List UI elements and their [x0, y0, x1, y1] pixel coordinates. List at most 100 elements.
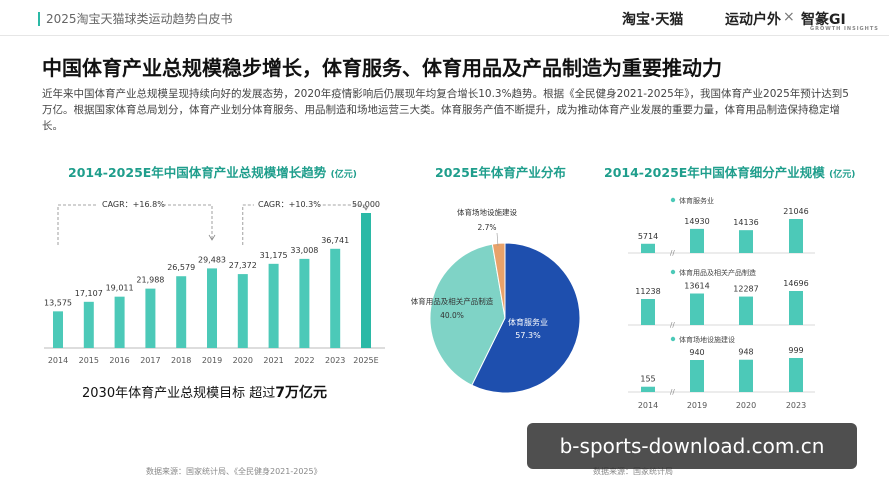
- segment-value-label: 14930: [684, 217, 709, 226]
- segment-tick-label: 2014: [638, 401, 658, 410]
- pie-slice: [471, 242, 581, 394]
- segment-bar: [739, 296, 753, 325]
- segment-tick-label: 2023: [786, 401, 806, 410]
- trend-bar: [145, 288, 156, 348]
- trend-chart-unit: (亿元): [330, 170, 357, 180]
- trend-value-label: 27,372: [229, 261, 257, 270]
- segment-value-label: 11238: [635, 287, 660, 296]
- segment-bar: [690, 360, 704, 392]
- segment-legend-label: 体育场地设施建设: [679, 335, 735, 344]
- trend-tick-label: 2022: [294, 356, 314, 365]
- accent-bar: [38, 12, 40, 26]
- trend-tick-label: 2017: [140, 356, 160, 365]
- pie-slice: [429, 243, 506, 386]
- segment-chart-unit: (亿元): [829, 170, 856, 180]
- segment-bar: [789, 291, 803, 325]
- segment-tick-label: 2019: [687, 401, 707, 410]
- segment-bar: [641, 386, 655, 392]
- trend-tick-label: 2014: [48, 356, 68, 365]
- trend-bar: [299, 258, 310, 348]
- pie-slice: [491, 242, 506, 319]
- trend-value-label: 36,741: [321, 236, 349, 245]
- source-left: 数据来源：国家统计局、《全民健身2021-2025》: [146, 467, 322, 476]
- trend-bar: [53, 311, 63, 348]
- taobao-tmall-logo: 淘宝·天猫: [622, 12, 684, 28]
- trend-tick-label: 2021: [263, 356, 283, 365]
- pie-label-service: 体育服务业: [508, 317, 548, 327]
- target-prefix: 2030年体育产业总规模目标 超过: [82, 386, 276, 401]
- intro-paragraph: 近年来中国体育产业总规模呈现持续向好的发展态势，2020年疫情影响后仍展现年均复…: [42, 88, 849, 132]
- trend-value-label: 13,575: [44, 298, 72, 307]
- axis-break-mark: //: [670, 321, 675, 329]
- segment-value-label: 948: [738, 348, 753, 357]
- trend-value-label: 29,483: [198, 255, 226, 264]
- trend-tick-label: 2019: [202, 356, 222, 365]
- segment-value-label: 12287: [733, 285, 758, 294]
- segment-bar: [641, 299, 655, 325]
- trend-bar: [207, 268, 217, 348]
- segment-bar: [789, 358, 803, 392]
- trend-tick-label: 2015: [79, 356, 99, 365]
- trend-tick-label: 2016: [109, 356, 129, 365]
- trend-tick-label: 2023: [325, 356, 345, 365]
- segment-value-label: 21046: [783, 207, 808, 216]
- top-bar: 2025淘宝天猫球类运动趋势白皮书 淘宝·天猫 运动户外 × 智篆GI GROW…: [0, 0, 889, 36]
- segment-bar: [739, 359, 753, 392]
- cagr-bracket: [57, 204, 213, 245]
- segment-chart-title: 2014-2025E年中国体育细分产业规模 (亿元): [604, 162, 855, 181]
- cagr-label-bg: [254, 198, 320, 210]
- segment-value-label: 155: [640, 375, 655, 384]
- pie-leader-line: [496, 232, 499, 247]
- cagr-label: CAGR：+10.3%: [258, 200, 321, 209]
- axis-break-mark: //: [670, 388, 675, 396]
- pie-value-venue: 2.7%: [477, 223, 496, 232]
- trend-bar: [83, 301, 94, 348]
- page-headline: 中国体育产业总规模稳步增长，体育服务、体育用品及产品制造为重要推动力: [42, 56, 722, 80]
- outdoor-sports-logo: 运动户外: [725, 12, 781, 28]
- pie-value-service: 57.3%: [515, 331, 541, 340]
- trend-bar: [176, 276, 187, 348]
- pie-chart-title: 2025E年体育产业分布: [435, 165, 566, 180]
- cagr-label: CAGR：+16.8%: [102, 200, 165, 209]
- trend-bar: [330, 248, 341, 348]
- pie-label-goods: 体育用品及相关产品制造: [411, 296, 494, 306]
- cagr-arrow-head: [362, 204, 370, 211]
- trend-value-label: 50,000: [352, 200, 380, 209]
- document-title: 2025淘宝天猫球类运动趋势白皮书: [46, 12, 233, 26]
- segment-bar: [641, 243, 655, 253]
- segment-legend-label: 体育服务业: [679, 196, 714, 205]
- trend-bar: [237, 274, 248, 348]
- trend-bar: [114, 296, 125, 348]
- trend-value-label: 19,011: [106, 284, 134, 293]
- segment-bar: [789, 219, 803, 253]
- pie-value-goods: 40.0%: [440, 311, 464, 320]
- segment-tick-label: 2020: [736, 401, 756, 410]
- gi-logo-subtitle: GROWTH INSIGHTS: [810, 26, 879, 32]
- trend-chart-title-text: 2014-2025E年中国体育产业总规模增长趋势: [68, 165, 327, 180]
- trend-tick-label: 2018: [171, 356, 191, 365]
- trend-tick-label: 2020: [233, 356, 253, 365]
- trend-value-label: 31,175: [260, 251, 288, 260]
- target-2030: 2030年体育产业总规模目标 超过7万亿元: [82, 382, 327, 402]
- segment-legend-dot: [670, 336, 676, 342]
- segment-value-label: 14696: [783, 279, 808, 288]
- segment-bar: [690, 293, 704, 325]
- axis-break-mark: //: [670, 249, 675, 257]
- cagr-arrow-head: [208, 234, 216, 241]
- segment-value-label: 13614: [684, 282, 709, 291]
- trend-value-label: 17,107: [75, 289, 103, 298]
- target-value: 7万亿元: [275, 385, 327, 401]
- cagr-label-bg: [98, 198, 164, 210]
- trend-tick-label: 2025E: [353, 356, 378, 365]
- pie-label-venue: 体育场地设施建设: [457, 207, 517, 217]
- segment-value-label: 5714: [638, 232, 658, 241]
- trend-value-label: 26,579: [167, 263, 195, 272]
- trend-chart-title: 2014-2025E年中国体育产业总规模增长趋势 (亿元): [68, 162, 357, 181]
- segment-value-label: 14136: [733, 218, 758, 227]
- collab-x: ×: [783, 9, 795, 25]
- segment-value-label: 940: [689, 348, 704, 357]
- segment-legend-label: 体育用品及相关产品制造: [679, 268, 756, 277]
- segment-legend-dot: [670, 269, 676, 275]
- trend-bar: [361, 213, 371, 348]
